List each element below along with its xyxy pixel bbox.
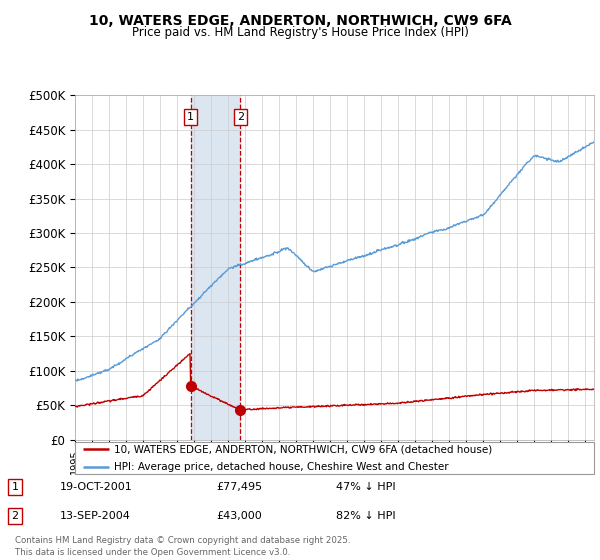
Text: 47% ↓ HPI: 47% ↓ HPI [336,482,395,492]
FancyBboxPatch shape [75,442,594,474]
Text: 2: 2 [236,112,244,122]
Text: 82% ↓ HPI: 82% ↓ HPI [336,511,395,521]
Text: 2: 2 [11,511,19,521]
Text: £77,495: £77,495 [216,482,262,492]
Text: £43,000: £43,000 [216,511,262,521]
Text: 10, WATERS EDGE, ANDERTON, NORTHWICH, CW9 6FA (detached house): 10, WATERS EDGE, ANDERTON, NORTHWICH, CW… [114,445,492,454]
Text: 13-SEP-2004: 13-SEP-2004 [60,511,131,521]
Text: 19-OCT-2001: 19-OCT-2001 [60,482,133,492]
Text: 1: 1 [187,112,194,122]
Bar [191,95,240,440]
Text: HPI: Average price, detached house, Cheshire West and Chester: HPI: Average price, detached house, Ches… [114,463,449,472]
Text: Contains HM Land Registry data © Crown copyright and database right 2025.
This d: Contains HM Land Registry data © Crown c… [15,536,350,557]
Text: 10, WATERS EDGE, ANDERTON, NORTHWICH, CW9 6FA: 10, WATERS EDGE, ANDERTON, NORTHWICH, CW… [89,14,511,28]
Text: Price paid vs. HM Land Registry's House Price Index (HPI): Price paid vs. HM Land Registry's House … [131,26,469,39]
Text: 1: 1 [11,482,19,492]
